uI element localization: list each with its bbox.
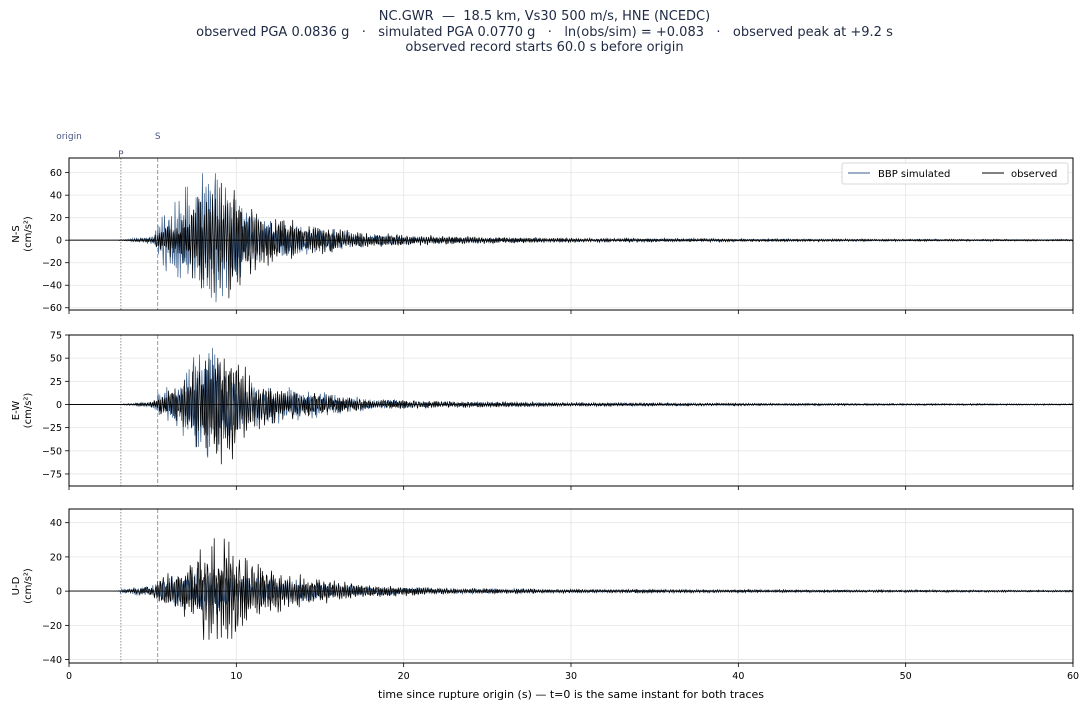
x-tick-label: 20 [398, 671, 410, 682]
figure-title: NC.GWR — 18.5 km, Vs30 500 m/s, HNE (NCE… [0, 9, 1089, 56]
p-marker-label: P [118, 150, 124, 160]
y-tick-label: −75 [42, 469, 62, 480]
x-axis-label: time since rupture origin (s) — t=0 is t… [378, 688, 764, 701]
y-tick-label: −40 [42, 655, 62, 666]
title-line-2: observed PGA 0.0836 g · simulated PGA 0.… [196, 24, 893, 40]
panel-north-south: −60 −40 −20 0 20 40 60 N-S (cm/s²) [11, 157, 1074, 314]
y-tick-label: −25 [42, 423, 62, 434]
title-line-1: NC.GWR — 18.5 km, Vs30 500 m/s, HNE (NCE… [378, 9, 711, 24]
y-tick-label: 40 [50, 191, 62, 202]
legend-simulated-label: BBP simulated [878, 169, 950, 180]
legend-observed-label: observed [1011, 169, 1057, 180]
title-line-3: observed record starts 60.0 s before ori… [405, 40, 684, 55]
y-tick-label: −60 [42, 303, 62, 314]
y-tick-label: 75 [50, 331, 62, 342]
y-axis-unit: (cm/s²) [23, 568, 34, 604]
y-tick-label: 40 [50, 518, 62, 529]
panel-up-down: −40 −20 0 20 40 0 10 20 30 40 50 60 U-D (cm/s²) [11, 508, 1079, 682]
y-tick-label: −40 [42, 281, 62, 292]
y-tick-label: 50 [50, 354, 62, 365]
x-tick-label: 0 [66, 671, 72, 682]
y-tick-label: 20 [50, 213, 62, 224]
y-tick-label: −20 [42, 258, 62, 269]
y-axis-label: E-W [11, 401, 22, 421]
x-tick-label: 40 [732, 671, 744, 682]
y-axis-label: N-S [11, 225, 22, 242]
y-tick-label: −20 [42, 621, 62, 632]
panel-east-west: −75 −50 −25 0 25 50 75 E-W (cm/s²) [11, 331, 1074, 490]
y-tick-label: −50 [42, 446, 62, 457]
legend-box [841, 162, 1069, 185]
s-marker-label: S [155, 132, 161, 142]
x-tick-label: 10 [230, 671, 242, 682]
x-tick-label: 60 [1067, 671, 1079, 682]
y-tick-label: 0 [56, 236, 62, 247]
legend: BBP simulated observed [841, 162, 1069, 185]
origin-marker-label: origin [56, 132, 82, 142]
x-tick-label: 30 [565, 671, 577, 682]
y-tick-label: 20 [50, 552, 62, 563]
y-axis-unit: (cm/s²) [23, 393, 34, 429]
y-tick-label: 0 [56, 400, 62, 411]
y-axis-label: U-D [11, 576, 22, 595]
x-tick-label: 50 [900, 671, 912, 682]
y-tick-label: 60 [50, 168, 62, 179]
y-tick-label: 25 [50, 377, 62, 388]
y-axis-unit: (cm/s²) [23, 216, 34, 252]
y-tick-label: 0 [56, 587, 62, 598]
